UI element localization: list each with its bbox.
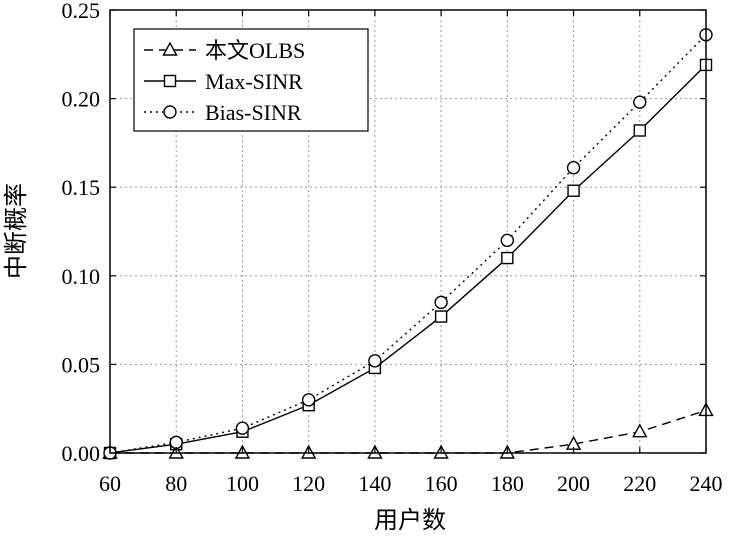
grid	[110, 10, 706, 453]
data-point	[368, 354, 382, 368]
series-line	[109, 34, 707, 454]
y-tick-label: 0.05	[62, 352, 101, 377]
x-axis-title: 用户数	[374, 506, 446, 534]
x-tick-label: 180	[491, 471, 524, 496]
legend-label: Max-SINR	[205, 69, 303, 94]
x-tick-label: 200	[557, 471, 590, 496]
x-tick-label: 220	[623, 471, 656, 496]
legend-marker	[163, 105, 177, 119]
series-line	[109, 64, 707, 454]
y-tick-label: 0.10	[62, 264, 101, 289]
legend: 本文OLBS Max-SINR Bias-SINR	[133, 28, 369, 132]
x-tick-label: 60	[99, 471, 121, 496]
x-tick-label: 140	[358, 471, 391, 496]
axis-ticks: 60 80 100 120 140 160 180 200 220 240 0.00 0.05 0.10…	[62, 0, 723, 496]
data-point	[169, 435, 183, 450]
legend-item: 本文OLBS	[144, 38, 305, 63]
data-point	[434, 310, 448, 323]
y-tick-label: 0.15	[62, 175, 101, 200]
x-tick-label: 160	[425, 471, 458, 496]
plot-frame	[109, 9, 707, 454]
series-line	[110, 409, 707, 454]
y-axis-title: 中断概率	[2, 183, 30, 279]
data-point	[633, 95, 647, 109]
data-point	[567, 184, 580, 197]
legend-item: Bias-SINR	[144, 100, 302, 125]
data-point	[633, 124, 646, 137]
x-tick-label: 120	[292, 471, 325, 496]
legend-label: Bias-SINR	[205, 100, 302, 125]
x-tick-label: 240	[690, 471, 723, 496]
x-tick-label: 80	[165, 471, 187, 496]
legend-item: Max-SINR	[144, 69, 303, 94]
x-tick-label: 100	[226, 471, 259, 496]
data-point	[501, 251, 514, 265]
y-tick-label: 0.20	[62, 87, 101, 112]
legend-marker	[163, 74, 177, 88]
data-point	[235, 421, 250, 435]
data-point	[301, 393, 316, 407]
legend-label: 本文OLBS	[205, 38, 305, 63]
series-triangle	[102, 402, 714, 459]
data-point	[566, 161, 581, 175]
data-point	[632, 423, 648, 438]
y-tick-label: 0.00	[62, 441, 101, 466]
legend-marker	[162, 41, 178, 56]
data-point	[434, 295, 448, 310]
data-point	[500, 233, 515, 248]
y-tick-label: 0.25	[62, 0, 101, 23]
